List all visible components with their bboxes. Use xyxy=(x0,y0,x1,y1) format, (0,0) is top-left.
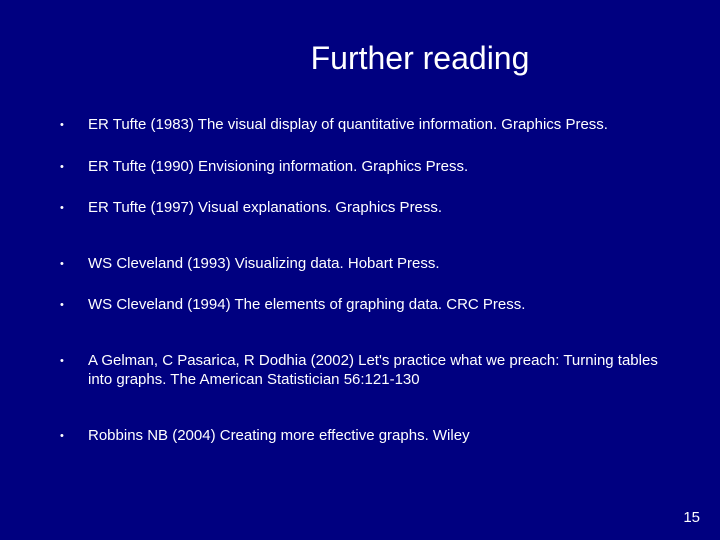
bullet-text: Robbins NB (2004) Creating more effectiv… xyxy=(88,426,670,446)
bullet-text: ER Tufte (1997) Visual explanations. Gra… xyxy=(88,198,670,218)
page-number: 15 xyxy=(683,509,700,526)
bullet-item: •WS Cleveland (1994) The elements of gra… xyxy=(60,295,670,315)
bullet-item: •ER Tufte (1997) Visual explanations. Gr… xyxy=(60,198,670,218)
bullet-marker-icon: • xyxy=(60,115,88,132)
slide-container: Further reading •ER Tufte (1983) The vis… xyxy=(0,0,720,540)
bullet-item: •A Gelman, C Pasarica, R Dodhia (2002) L… xyxy=(60,351,670,390)
bullet-marker-icon: • xyxy=(60,295,88,312)
bullet-marker-icon: • xyxy=(60,426,88,443)
bullet-item: •ER Tufte (1983) The visual display of q… xyxy=(60,115,670,135)
bullet-text: A Gelman, C Pasarica, R Dodhia (2002) Le… xyxy=(88,351,670,390)
bullet-marker-icon: • xyxy=(60,351,88,368)
bullet-marker-icon: • xyxy=(60,157,88,174)
bullet-item: •Robbins NB (2004) Creating more effecti… xyxy=(60,426,670,446)
bullet-text: WS Cleveland (1994) The elements of grap… xyxy=(88,295,670,315)
bullet-marker-icon: • xyxy=(60,254,88,271)
bullet-marker-icon: • xyxy=(60,198,88,215)
bullet-text: ER Tufte (1990) Envisioning information.… xyxy=(88,157,670,177)
slide-title: Further reading xyxy=(50,40,670,77)
bullet-list: •ER Tufte (1983) The visual display of q… xyxy=(50,115,670,445)
bullet-item: •ER Tufte (1990) Envisioning information… xyxy=(60,157,670,177)
bullet-text: ER Tufte (1983) The visual display of qu… xyxy=(88,115,670,135)
bullet-item: •WS Cleveland (1993) Visualizing data. H… xyxy=(60,254,670,274)
bullet-text: WS Cleveland (1993) Visualizing data. Ho… xyxy=(88,254,670,274)
